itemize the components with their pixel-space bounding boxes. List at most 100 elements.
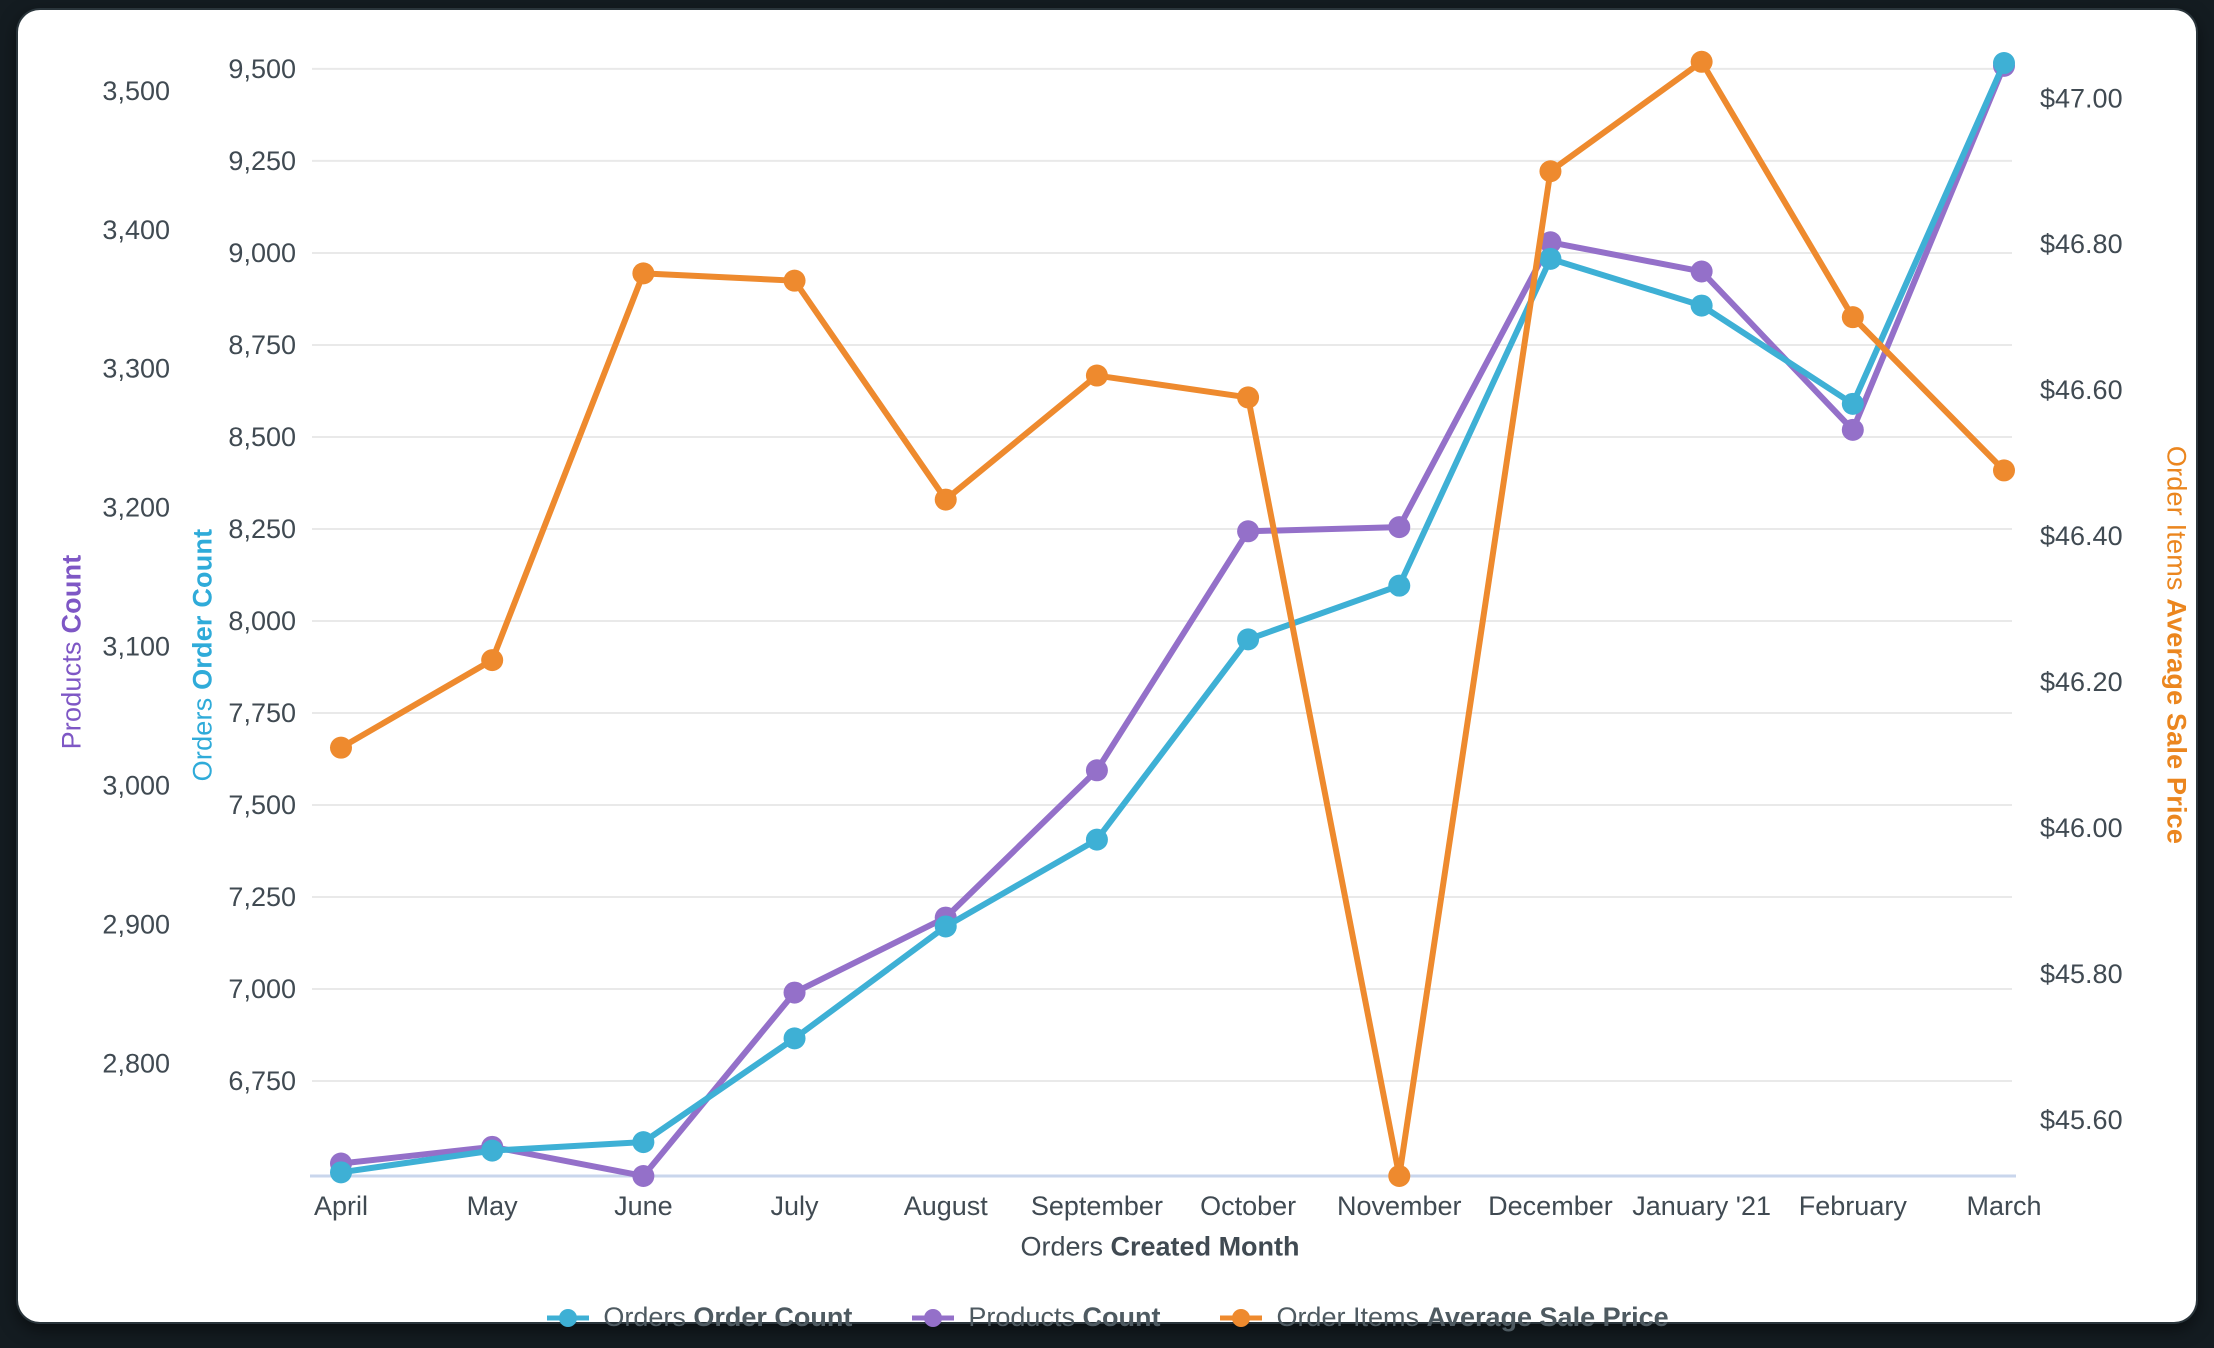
products-tick-label: 3,500: [102, 76, 170, 106]
data-point[interactable]: [1539, 247, 1562, 270]
data-point[interactable]: [1993, 52, 2015, 75]
products-tick-label: 3,100: [102, 632, 170, 662]
x-tick-label: July: [771, 1191, 820, 1221]
x-tick-label: February: [1799, 1191, 1908, 1221]
data-point[interactable]: [1841, 306, 1864, 329]
data-point[interactable]: [1841, 392, 1864, 415]
data-point[interactable]: [1539, 160, 1562, 183]
data-point[interactable]: [1237, 628, 1260, 651]
line-dot-marker-icon: [547, 1308, 590, 1327]
axis-title-prefix: Products: [56, 641, 87, 750]
data-point[interactable]: [1085, 828, 1108, 851]
products-tick-label: 2,900: [102, 910, 170, 940]
data-point[interactable]: [1993, 459, 2015, 482]
x-tick-label: March: [1966, 1191, 2041, 1221]
x-axis-title-prefix: Orders: [1020, 1231, 1104, 1262]
orders-axis-title: Orders Order Count: [188, 529, 219, 782]
x-axis-title: Orders Created Month: [1020, 1232, 1299, 1263]
products-tick-label: 2,800: [102, 1048, 170, 1078]
data-point[interactable]: [934, 488, 957, 511]
price-tick-label: $46.60: [2040, 375, 2123, 405]
axis-title-bold: Average Sale Price: [2161, 598, 2192, 845]
x-tick-label: May: [467, 1191, 519, 1221]
price-axis-title: Order Items Average Sale Price: [2161, 446, 2192, 844]
price-tick-label: $46.80: [2040, 229, 2123, 259]
price-tick-label: $46.40: [2040, 521, 2123, 551]
chart-card: [18, 10, 2196, 1322]
data-point[interactable]: [1085, 759, 1108, 782]
orders-tick-label: 7,250: [228, 882, 296, 912]
data-point[interactable]: [330, 736, 352, 759]
data-point[interactable]: [1237, 520, 1260, 543]
data-point[interactable]: [330, 1161, 352, 1184]
orders-tick-label: 7,500: [228, 790, 296, 820]
x-tick-label: November: [1337, 1191, 1462, 1221]
price-tick-label: $45.80: [2040, 959, 2123, 989]
price-tick-label: $46.20: [2040, 667, 2123, 697]
x-tick-label: December: [1488, 1191, 1613, 1221]
data-point[interactable]: [783, 269, 806, 292]
data-point[interactable]: [783, 981, 806, 1004]
orders-tick-label: 9,000: [228, 238, 296, 268]
series-line: [338, 58, 2007, 1179]
x-tick-label: September: [1031, 1191, 1163, 1221]
products-axis-title: Products Count: [57, 555, 88, 750]
orders-tick-label: 9,500: [228, 54, 296, 84]
data-point[interactable]: [632, 262, 655, 285]
legend-item-order-items-average-sale-price[interactable]: Order Items Average Sale Price: [1218, 1302, 1669, 1333]
legend-item-orders-order-count[interactable]: Orders Order Count: [545, 1302, 852, 1333]
orders-tick-label: 6,750: [228, 1066, 296, 1096]
legend: Orders Order Count Products Count Order …: [0, 1302, 2214, 1333]
data-point[interactable]: [783, 1027, 806, 1050]
legend-item-products-count[interactable]: Products Count: [910, 1302, 1160, 1333]
x-tick-label: October: [1200, 1191, 1296, 1221]
x-axis-title-bold: Created Month: [1110, 1231, 1300, 1262]
data-point[interactable]: [1690, 294, 1713, 317]
orders-tick-label: 8,750: [228, 330, 296, 360]
legend-label: Order Items Average Sale Price: [1276, 1302, 1669, 1332]
data-point[interactable]: [1237, 386, 1260, 409]
x-tick-label: August: [904, 1191, 989, 1221]
legend-label: Products Count: [968, 1302, 1161, 1332]
data-point[interactable]: [1388, 1165, 1411, 1187]
data-point[interactable]: [1388, 574, 1411, 597]
orders-tick-label: 8,500: [228, 422, 296, 452]
x-tick-label: January '21: [1632, 1191, 1771, 1221]
legend-label: Orders Order Count: [603, 1302, 853, 1332]
orders-tick-label: 8,250: [228, 514, 296, 544]
data-point[interactable]: [481, 1139, 504, 1162]
x-tick-label: June: [614, 1191, 673, 1221]
data-point[interactable]: [632, 1131, 655, 1154]
series-line: [338, 62, 2007, 1179]
axis-title-bold: Count: [56, 554, 87, 634]
data-point[interactable]: [1085, 364, 1108, 387]
data-point[interactable]: [1690, 50, 1713, 73]
products-tick-label: 3,000: [102, 771, 170, 801]
price-tick-label: $46.00: [2040, 813, 2123, 843]
axis-title-prefix: Orders: [187, 697, 218, 782]
line-dot-marker-icon: [912, 1308, 955, 1327]
axis-title-bold: Order Count: [187, 528, 218, 690]
orders-tick-label: 8,000: [228, 606, 296, 636]
orders-tick-label: 7,000: [228, 974, 296, 1004]
data-point[interactable]: [934, 915, 957, 938]
price-tick-label: $45.60: [2040, 1105, 2123, 1135]
data-point[interactable]: [632, 1165, 655, 1187]
orders-tick-label: 7,750: [228, 698, 296, 728]
data-point[interactable]: [1539, 231, 1562, 254]
series-line: [338, 60, 2007, 1176]
x-tick-label: April: [314, 1191, 368, 1221]
products-tick-label: 3,400: [102, 215, 170, 245]
price-tick-label: $47.00: [2040, 83, 2123, 113]
axis-title-prefix: Order Items: [2161, 445, 2192, 591]
data-point[interactable]: [1388, 516, 1411, 539]
orders-tick-label: 9,250: [228, 146, 296, 176]
data-point[interactable]: [1841, 418, 1864, 441]
line-dot-marker-icon: [1220, 1308, 1263, 1327]
data-point[interactable]: [481, 649, 504, 672]
products-tick-label: 3,300: [102, 354, 170, 384]
data-point[interactable]: [1690, 260, 1713, 283]
products-tick-label: 3,200: [102, 493, 170, 523]
